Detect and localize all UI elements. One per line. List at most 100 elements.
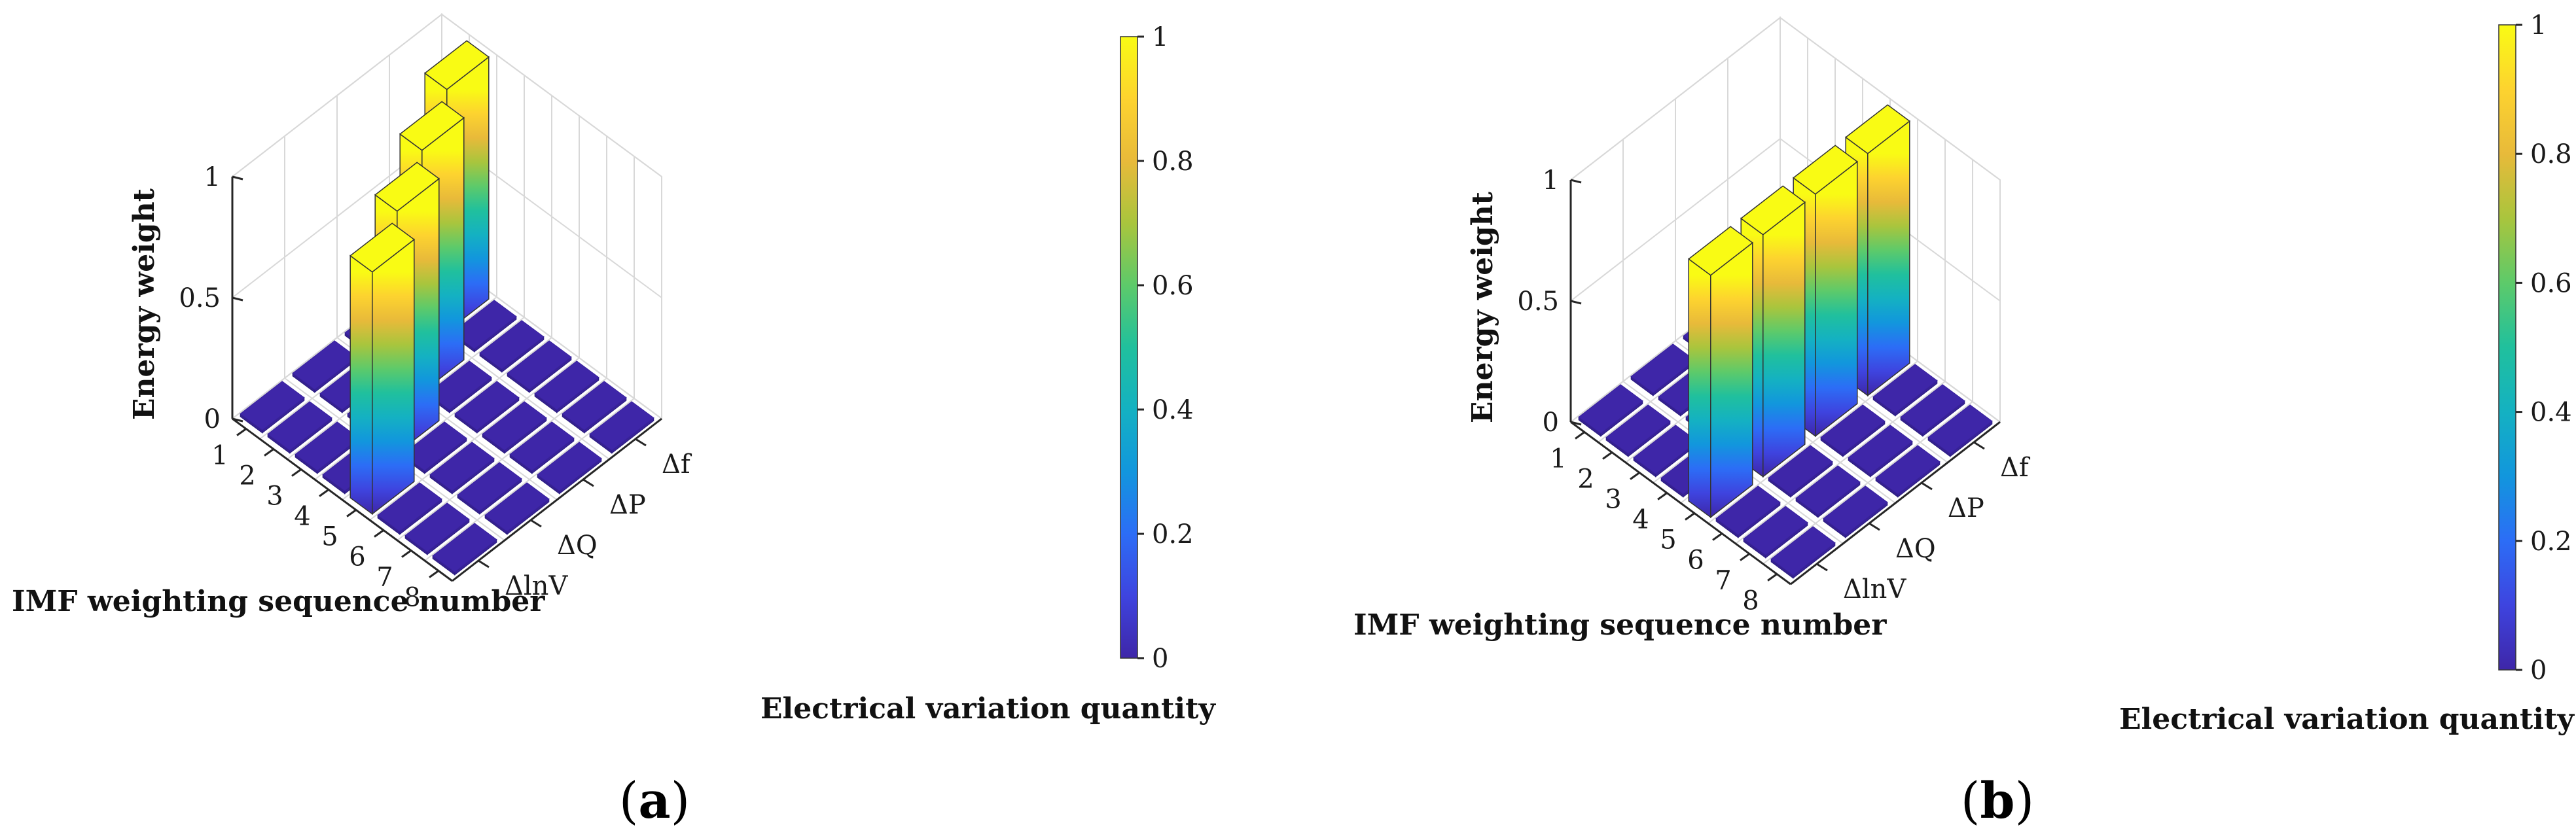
bar-x2-ΔlnV-face-top: [267, 401, 332, 451]
y-tick-label-0: ΔlnV: [1843, 574, 1906, 604]
y-tick-2: [582, 478, 594, 487]
y-tick-3: [635, 438, 647, 447]
colorbar-gradient: [2498, 24, 2516, 671]
colorbar-tick-label-1: 0.2: [2530, 527, 2572, 557]
bar-x8-ΔQ-face-top: [1823, 485, 1888, 535]
bar-x4-ΔQ-face-top: [374, 162, 440, 212]
colorbar: 0 0.2 0.4 0.6 0.8 1: [2498, 10, 2572, 686]
x-tick-label-7: 8: [1742, 586, 1759, 616]
bar-x8-ΔP-face-top: [537, 442, 602, 491]
bar-x2-ΔlnV: [267, 401, 332, 454]
x-tick-2: [1630, 472, 1640, 480]
x-tick-3: [319, 489, 329, 497]
z-axis: 0 0.5 1 Energy weight: [1466, 166, 1582, 438]
bar-x5-ΔlnV: [349, 222, 416, 516]
bar-x7-ΔP-face-top: [509, 421, 575, 471]
bar-x8-ΔlnV-face-top: [1770, 526, 1836, 576]
x-axis-label: IMF weighting sequence number: [1353, 608, 1887, 642]
bar-x7-ΔQ: [457, 462, 522, 515]
colorbar-tick-label-0: 0: [1152, 644, 1168, 674]
bar-x5-Δf-face-top: [1844, 104, 1911, 154]
y-tick-label-1: ΔQ: [557, 531, 598, 561]
colorbar-tick-label-5: 1: [1152, 22, 1168, 52]
bar-x6-ΔlnV-face-top: [377, 482, 442, 532]
grid-z-2: [1570, 16, 2001, 181]
z-tick-label-2: 1: [204, 162, 221, 192]
bar-x7-Δf-face-top: [562, 381, 627, 430]
x-tick-label-4: 5: [321, 522, 338, 552]
bar-x5-ΔQ-face-side: [1762, 201, 1806, 478]
bar-x8-Δf-face-top: [1927, 404, 1993, 454]
bar-x5-ΔlnV-face-front: [349, 254, 373, 516]
x-tick-4: [1685, 512, 1695, 521]
grid-z-2: [232, 13, 662, 177]
bar-x1-ΔQ: [292, 340, 357, 393]
colorbar-tick-label-5: 1: [2530, 10, 2547, 41]
bar-x2-ΔlnV-face-top: [1605, 404, 1671, 454]
bar-x7-ΔlnV-face-top: [1743, 506, 1808, 555]
y-tick-1: [1869, 522, 1880, 531]
y-axis-line: [1790, 421, 2001, 586]
x-tick-label-5: 6: [349, 542, 365, 572]
z-tick-label-1: 0.5: [179, 283, 221, 313]
bar-x6-ΔP: [482, 401, 547, 454]
y-axis-label: Electrical variation quantity: [760, 692, 1216, 726]
bar-x5-ΔQ-face-top: [402, 421, 467, 471]
bar-x6-ΔlnV: [1715, 485, 1781, 538]
x-tick-label-1: 2: [239, 461, 255, 491]
z-axis-label: Energy weight: [128, 188, 161, 420]
bar-x8-Δf: [589, 401, 654, 454]
x-tick-label-3: 4: [294, 502, 310, 532]
bar-x4-ΔP-face-top: [427, 360, 492, 410]
bar-x7-ΔQ-face-top: [457, 462, 522, 512]
bar-x3-Δf-face-top: [452, 300, 517, 349]
bar-x6-ΔQ-face-top: [1768, 445, 1833, 495]
colorbar-tick-label-4: 0.8: [1152, 147, 1194, 177]
bar-x8-ΔlnV: [1770, 526, 1836, 579]
bar-x3-ΔlnV: [1633, 425, 1698, 478]
caption-b-letter: b: [1980, 771, 2014, 830]
y-tick-1: [530, 519, 542, 528]
x-axis-line: [1570, 421, 1791, 586]
bar-x1-ΔlnV-face-top: [1578, 384, 1643, 434]
colorbar-tick-label-3: 0.6: [2530, 268, 2572, 298]
bar-x6-Δf: [1872, 364, 1938, 417]
bar-x8-ΔP: [1875, 445, 1941, 498]
x-tick-6: [1740, 553, 1750, 561]
x-tick-label-2: 3: [266, 481, 283, 512]
bar-x6-ΔlnV-face-top: [1715, 485, 1781, 535]
bar-x5-ΔlnV: [1687, 226, 1754, 519]
bar-x7-ΔP-face-top: [1848, 425, 1913, 474]
x-tick-5: [1712, 533, 1723, 541]
bar-x7-ΔP: [509, 421, 575, 474]
x-tick-1: [264, 448, 274, 457]
bar-x4-Δf-face-top: [479, 320, 545, 370]
bar-x5-Δf-face-top: [507, 340, 572, 390]
bar-x8-Δf-face-top: [589, 401, 654, 451]
z-tick-label-0: 0: [1543, 408, 1559, 438]
bar-x6-ΔP-face-top: [1820, 404, 1886, 454]
bar-x7-Δf: [1900, 384, 1965, 437]
x-tick-label-2: 3: [1605, 485, 1621, 515]
bar-x6-Δf-face-top: [1872, 364, 1938, 413]
colorbar-tick-label-0: 0: [2530, 656, 2547, 686]
y-tick-label-2: ΔP: [609, 490, 646, 520]
caption-a-letter: a: [638, 771, 670, 830]
bar-x2-Δf-face-top: [423, 40, 490, 90]
x-tick-label-5: 6: [1687, 546, 1704, 576]
y-tick-label-0: ΔlnV: [505, 571, 568, 601]
colorbar-tick-label-2: 0.4: [2530, 398, 2572, 428]
colorbar-tick-label-4: 0.8: [2530, 139, 2572, 169]
bar-x5-ΔlnV-face-front: [1688, 258, 1711, 519]
bar-x7-Δf-face-top: [1900, 384, 1965, 434]
bar-x5-Δf: [507, 340, 572, 393]
bar-x6-ΔQ: [429, 442, 495, 495]
x-tick-5: [374, 529, 384, 538]
bar-x8-Δf: [1927, 404, 1993, 457]
bars: [1578, 104, 1993, 579]
bar-x6-ΔlnV: [377, 482, 442, 535]
